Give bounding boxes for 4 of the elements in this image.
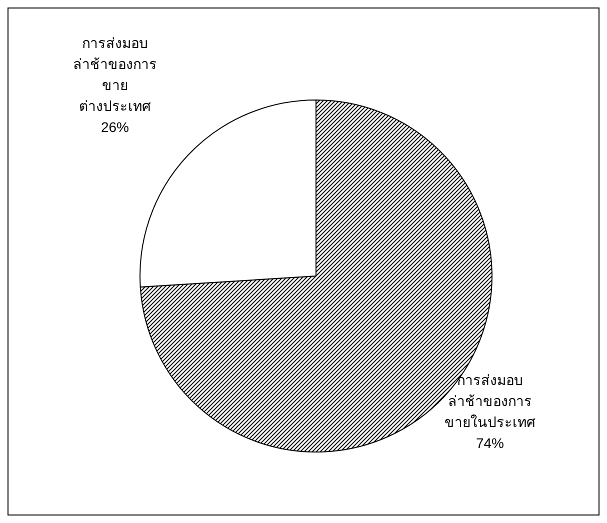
slice-label: การส่งมอบ ล่าช้าของการ ขาย ต่างประเทศ	[73, 35, 157, 114]
slice-label: การส่งมอบ ล่าช้าของการ ขายในประเทศ	[444, 372, 536, 430]
data-label: 74%	[476, 435, 504, 451]
data-label: 26%	[100, 119, 130, 135]
